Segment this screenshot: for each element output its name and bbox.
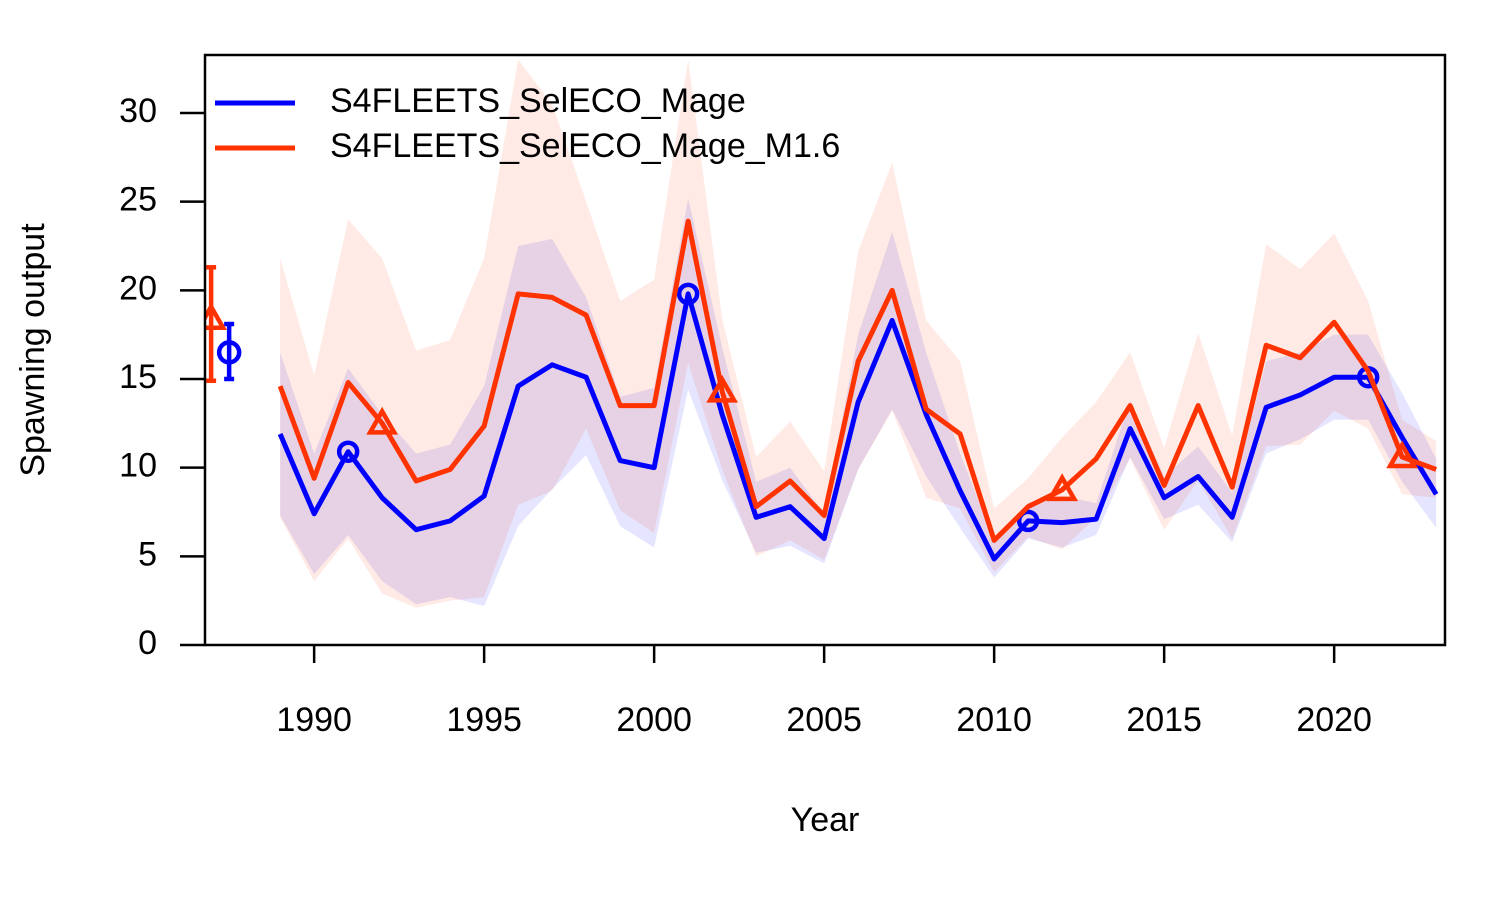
x-tick-label: 2015 [1126, 701, 1202, 739]
point-marker [1046, 473, 1079, 502]
y-tick-label: 25 [119, 181, 157, 219]
x-tick-label: 1990 [276, 701, 352, 739]
legend-label: S4FLEETS_SelECO_Mage_M1.6 [330, 127, 840, 165]
point-marker [1386, 440, 1419, 469]
point-marker [366, 406, 399, 435]
y-tick-label: 10 [119, 447, 157, 485]
y-tick-label: 0 [138, 624, 157, 662]
virgin-point [216, 340, 242, 365]
y-tick-label: 30 [119, 92, 157, 130]
point-marker [1016, 509, 1040, 533]
y-tick-label: 5 [138, 535, 157, 573]
series-line [277, 218, 1438, 543]
series-line [277, 291, 1439, 562]
x-tick-label: 2020 [1296, 701, 1372, 739]
x-tick-label: 2000 [616, 701, 692, 739]
y-tick-label: 15 [119, 358, 157, 396]
y-axis-title: Spawning output [14, 223, 52, 477]
point-marker [336, 440, 360, 463]
confidence-band [280, 59, 1437, 608]
plot-area [205, 59, 1439, 608]
x-tick-label: 2005 [786, 701, 862, 739]
legend-label: S4FLEETS_SelECO_Mage [330, 82, 746, 120]
x-tick-label: 1995 [446, 701, 522, 739]
y-tick-label: 20 [119, 269, 157, 307]
x-tick-label: 2010 [956, 701, 1032, 739]
point-marker [676, 282, 700, 306]
point-marker [706, 374, 739, 403]
x-axis-title: Year [791, 801, 860, 839]
